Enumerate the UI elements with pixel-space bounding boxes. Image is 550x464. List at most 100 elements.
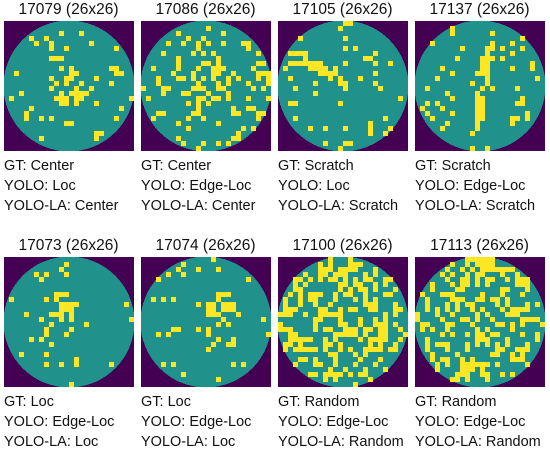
defect-cell xyxy=(333,357,339,363)
wafer-map xyxy=(4,21,134,151)
defect-cell xyxy=(520,101,526,107)
defect-cell xyxy=(196,327,202,333)
defect-cell xyxy=(333,337,339,343)
defect-cell xyxy=(328,312,334,318)
yolo-label: YOLO: Edge-Loc xyxy=(141,178,252,194)
defect-cell xyxy=(383,277,389,283)
defect-cell xyxy=(475,317,481,323)
defect-cell xyxy=(246,81,252,87)
defect-cell xyxy=(480,337,486,343)
defect-cell xyxy=(353,307,359,313)
defect-cell xyxy=(358,357,364,363)
defect-cell xyxy=(283,66,289,72)
defect-cell xyxy=(475,297,481,303)
defect-cell xyxy=(333,292,339,298)
defect-cell xyxy=(505,297,511,303)
defect-cell xyxy=(495,352,501,358)
defect-cell xyxy=(308,126,314,132)
yolo-la-label: YOLO-LA: Center xyxy=(4,198,119,214)
defect-cell xyxy=(44,327,50,333)
defect-cell xyxy=(313,61,319,67)
defect-cell xyxy=(490,267,496,273)
defect-cell xyxy=(368,56,374,62)
defect-cell xyxy=(308,61,314,67)
defect-cell xyxy=(206,302,212,308)
defect-cell xyxy=(196,106,202,112)
defect-cell xyxy=(338,146,344,151)
defect-cell xyxy=(440,342,446,348)
defect-cell xyxy=(293,61,299,67)
defect-cell xyxy=(114,66,120,72)
defect-cell xyxy=(54,81,60,87)
defect-cell xyxy=(348,307,354,313)
defect-cell xyxy=(221,302,227,308)
defect-cell xyxy=(308,337,314,343)
defect-cell xyxy=(298,277,304,283)
defect-cell xyxy=(293,332,299,338)
defect-cell xyxy=(485,66,491,72)
defect-cell xyxy=(415,317,421,323)
defect-cell xyxy=(323,312,329,318)
panel-labels: GT: Center YOLO: Loc YOLO-LA: Center xyxy=(4,156,138,216)
yolo-label: YOLO: Edge-Loc xyxy=(278,414,389,430)
defect-cell xyxy=(495,267,501,273)
defect-cell xyxy=(338,372,344,378)
gt-label: GT: Scratch xyxy=(415,158,491,174)
panel-title: 17074 (26x26) xyxy=(155,237,256,254)
defect-cell xyxy=(368,327,374,333)
defect-cell xyxy=(161,297,167,303)
defect-cell xyxy=(398,96,404,102)
defect-cell xyxy=(64,101,70,107)
defect-cell xyxy=(475,327,481,333)
defect-cell xyxy=(69,382,75,387)
defect-cell xyxy=(515,307,521,313)
defect-cell xyxy=(353,282,359,288)
defect-cell xyxy=(231,111,237,117)
defect-cell xyxy=(343,21,349,27)
defect-cell xyxy=(246,41,252,47)
defect-cell xyxy=(64,81,70,87)
defect-cell xyxy=(520,96,526,102)
defect-cell xyxy=(465,367,471,373)
defect-cell xyxy=(363,302,369,308)
defect-cell xyxy=(490,297,496,303)
defect-cell xyxy=(510,116,516,122)
defect-cell xyxy=(161,111,167,117)
defect-cell xyxy=(348,257,354,263)
defect-cell xyxy=(475,272,481,278)
gt-label: GT: Center xyxy=(141,158,212,174)
defect-cell xyxy=(226,76,232,82)
defect-cell xyxy=(343,367,349,373)
defect-cell xyxy=(373,302,379,308)
defect-cell xyxy=(226,342,232,348)
defect-cell xyxy=(303,56,309,62)
defect-cell xyxy=(196,302,202,308)
defect-cell xyxy=(435,76,441,82)
defect-cell xyxy=(231,362,237,368)
defect-cell xyxy=(94,131,100,137)
defect-cell xyxy=(490,352,496,358)
defect-cell xyxy=(348,347,354,353)
defect-cell xyxy=(231,342,237,348)
defect-cell xyxy=(288,76,294,82)
defect-cell xyxy=(211,71,217,77)
defect-cell xyxy=(495,332,501,338)
defect-cell xyxy=(44,272,50,278)
gt-label: GT: Loc xyxy=(141,394,191,410)
defect-cell xyxy=(266,96,271,102)
defect-cell xyxy=(176,327,182,333)
defect-cell xyxy=(525,287,531,293)
defect-cell xyxy=(510,267,516,273)
defect-cell xyxy=(348,21,354,27)
defect-cell xyxy=(39,317,45,323)
defect-cell xyxy=(333,66,339,72)
defect-cell xyxy=(206,312,212,318)
defect-cell xyxy=(520,317,526,323)
defect-cell xyxy=(64,272,70,278)
defect-cell xyxy=(368,121,374,127)
defect-cell xyxy=(9,297,15,303)
defect-cell xyxy=(455,297,461,303)
defect-cell xyxy=(39,337,45,343)
defect-cell xyxy=(450,322,456,328)
defect-cell xyxy=(383,367,389,373)
